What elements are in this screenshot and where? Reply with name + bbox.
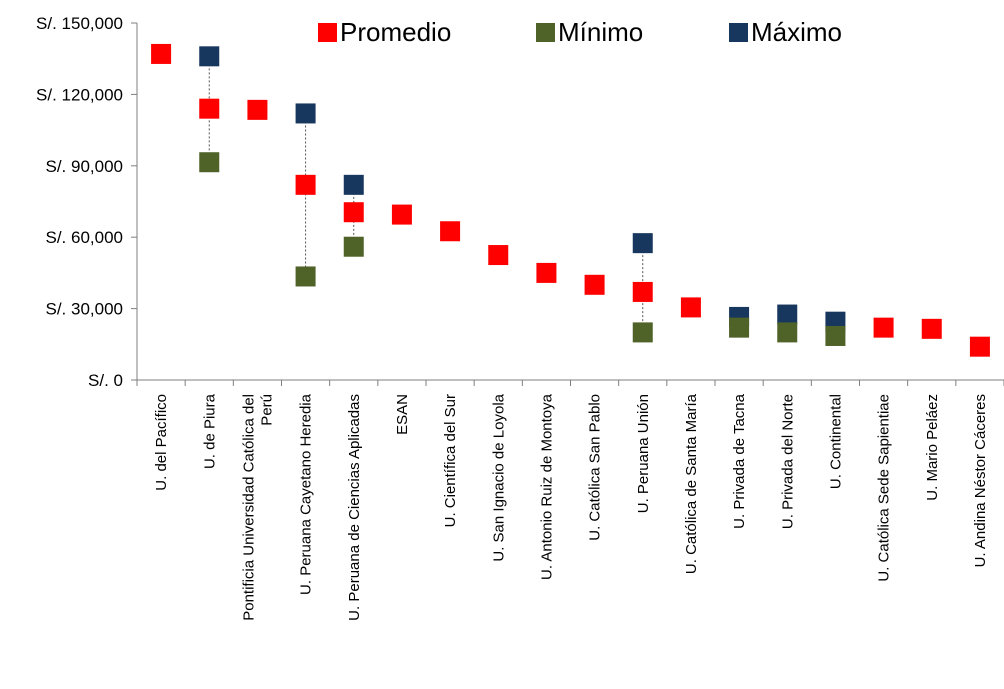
marker-maximo-u-peruana-cayetano-heredia <box>295 103 316 124</box>
marker-promedio-u-peruana-union <box>632 281 653 302</box>
marker-promedio-u-cientifica-del-sur <box>440 221 461 242</box>
marker-minimo-u-peruana-union <box>632 322 653 343</box>
marker-maximo-u-privada-del-norte <box>777 304 798 325</box>
y-tick-labels: S/. 0 S/. 30,000 S/. 60,000 S/. 90,000 S/. 1… <box>36 14 123 390</box>
marker-maximo-u-peruana-union <box>632 233 653 254</box>
x-tick-label-u-antonio-ruiz-de-montoya: U. Antonio Ruiz de Montoya <box>538 393 555 580</box>
legend-swatch-promedio <box>318 23 337 42</box>
x-tick-label-u-de-piura: U. de Piura <box>201 393 218 469</box>
marker-promedio-u-catolica-san-pablo <box>584 274 605 295</box>
marker-promedio-u-catolica-sede-sapientiae <box>873 317 894 338</box>
marker-maximo-u-peruana-de-ciencias-aplicadas <box>343 174 364 195</box>
legend-label-promedio: Promedio <box>340 17 451 47</box>
marker-minimo-u-privada-de-tacna <box>729 317 750 338</box>
marker-promedio-u-mario-pelaez <box>921 318 942 339</box>
x-tick-label-u-peruana-cayetano-heredia: U. Peruana Cayetano Heredia <box>298 393 315 595</box>
legend-swatch-minimo <box>536 23 555 42</box>
legend-label-minimo: Mínimo <box>558 17 643 47</box>
marker-minimo-u-privada-del-norte <box>777 322 798 343</box>
legend-label-maximo: Máximo <box>751 17 842 47</box>
marker-promedio-u-catolica-de-santa-maria <box>680 297 701 318</box>
x-tick-label-u-peruana-union: U. Peruana Unión <box>635 394 652 513</box>
marker-promedio-u-andina-nestor-caceres <box>969 336 990 357</box>
legend: Promedio Mínimo Máximo <box>318 17 842 47</box>
marker-promedio-u-peruana-cayetano-heredia <box>295 174 316 195</box>
x-tick-label-u-privada-de-tacna: U. Privada de Tacna <box>731 393 748 528</box>
x-tick-label-u-peruana-de-ciencias-aplicadas: U. Peruana de Ciencias Aplicadas <box>346 394 363 621</box>
x-tick-label-u-cientifica-del-sur: U. Científica del Sur <box>442 394 459 527</box>
marker-maximo-u-de-piura <box>199 46 220 67</box>
x-tick-label-u-continental: U. Continental <box>827 394 844 489</box>
x-tick-label-u-del-pacifico: U. del Pacífico <box>153 394 170 491</box>
x-tick-label-pontificia-universidad-catolica-del-peru: Pontificia Universidad Católica delPerú <box>240 394 275 621</box>
marker-promedio-u-peruana-de-ciencias-aplicadas <box>343 202 364 223</box>
y-tick-label: S/. 60,000 <box>45 228 123 247</box>
y-tick-label: S/. 90,000 <box>45 157 123 176</box>
range-lines <box>208 56 836 336</box>
legend-swatch-maximo <box>729 23 748 42</box>
x-tick-label-u-catolica-sede-sapientiae: U. Católica Sede Sapientiae <box>876 394 893 582</box>
x-tick-label-u-catolica-de-santa-maria: U. Católica de Santa María <box>683 393 700 574</box>
y-tick-label: S/. 0 <box>88 371 123 390</box>
marker-promedio-u-antonio-ruiz-de-montoya <box>536 262 557 283</box>
marker-promedio-pontificia-universidad-catolica-del-peru <box>247 99 268 120</box>
x-tick-label-u-mario-pelaez: U. Mario Peláez <box>924 394 941 501</box>
marker-promedio-u-de-piura <box>199 98 220 119</box>
x-tick-label-u-andina-nestor-caceres: U. Andina Néstor Cáceres <box>972 394 989 567</box>
y-tick-label: S/. 30,000 <box>45 300 123 319</box>
marker-promedio-u-del-pacifico <box>151 43 172 64</box>
y-tick-label: S/. 150,000 <box>36 14 123 33</box>
marker-minimo-u-peruana-cayetano-heredia <box>295 266 316 287</box>
y-tick-label: S/. 120,000 <box>36 85 123 104</box>
x-tick-label-esan: ESAN <box>394 394 411 435</box>
marker-minimo-u-peruana-de-ciencias-aplicadas <box>343 236 364 257</box>
x-tick-label-u-san-ignacio-de-loyola: U. San Ignacio de Loyola <box>490 393 507 561</box>
x-tick-label-u-catolica-san-pablo: U. Católica San Pablo <box>587 394 604 541</box>
data-markers <box>151 43 990 357</box>
axes <box>131 22 1004 386</box>
x-tick-label-u-privada-del-norte: U. Privada del Norte <box>779 394 796 529</box>
marker-promedio-esan <box>391 204 412 225</box>
marker-minimo-u-de-piura <box>199 152 220 173</box>
marker-promedio-u-san-ignacio-de-loyola <box>488 245 509 266</box>
x-tick-labels: U. del Pacífico U. de Piura Pontificia Uni… <box>153 393 989 620</box>
marker-minimo-u-continental <box>825 325 846 346</box>
